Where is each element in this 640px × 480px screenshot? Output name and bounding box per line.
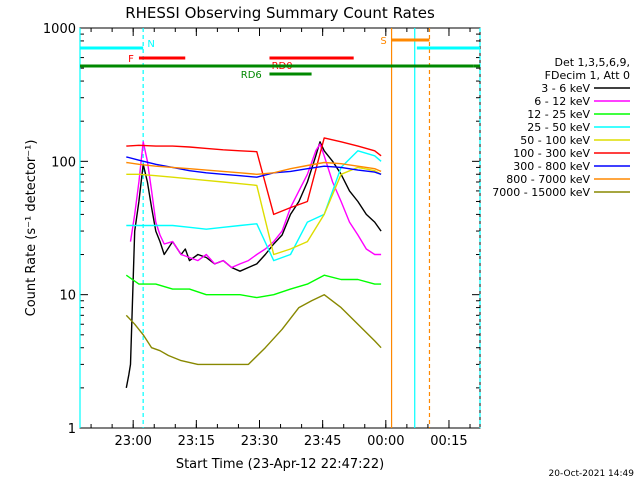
legend-label: 800 - 7000 keV <box>506 173 590 186</box>
y-tick-label: 1000 <box>43 22 76 37</box>
x-tick-label: 23:15 <box>178 434 215 449</box>
legend-label: 100 - 300 keV <box>513 147 590 160</box>
legend-label: 7000 - 15000 keV <box>492 186 590 199</box>
chart-title: RHESSI Observing Summary Count Rates <box>125 4 435 22</box>
y-tick-label: 1 <box>68 422 76 437</box>
series-line-0 <box>125 141 382 389</box>
flag-label: S <box>380 36 386 47</box>
legend-label: 3 - 6 keV <box>541 82 590 95</box>
series-line-3 <box>126 150 382 262</box>
series-line-5 <box>126 137 382 216</box>
footer-date: 20-Oct-2021 14:49 <box>549 469 635 479</box>
legend-label: 50 - 100 keV <box>520 134 590 147</box>
x-tick-label: 23:30 <box>241 434 278 449</box>
flag-label: F <box>128 54 134 65</box>
legend-header-line-2: FDecim 1, Att 0 <box>545 69 630 82</box>
y-axis-label: Count Rate (s⁻¹ detector⁻¹) <box>24 140 39 317</box>
x-axis-label: Start Time (23-Apr-12 22:47:22) <box>176 457 384 472</box>
series-line-7 <box>126 161 382 175</box>
flag-label: RD6 <box>241 70 262 81</box>
y-tick-label: 10 <box>59 289 76 304</box>
legend-label: 300 - 800 keV <box>513 160 590 173</box>
plot-area: 1 10 100 1000 23:00 23:15 23:30 23:45 00:00 00:15… <box>43 22 481 449</box>
series-line-2 <box>125 274 382 299</box>
legend-header-line-1: Det 1,3,5,6,9, <box>554 56 630 69</box>
y-tick-label: 100 <box>51 155 76 170</box>
legend-label: 6 - 12 keV <box>534 95 590 108</box>
x-tick-label: 00:15 <box>430 434 467 449</box>
flag-label: N <box>147 39 154 50</box>
series-line-4 <box>126 166 382 256</box>
x-tick-label: 23:45 <box>304 434 341 449</box>
x-tick-label: 23:00 <box>114 434 151 449</box>
legend-label: 12 - 25 keV <box>527 108 590 121</box>
legend-label: 25 - 50 keV <box>527 121 590 134</box>
series-line-8 <box>125 294 382 366</box>
x-tick-label: 00:00 <box>367 434 404 449</box>
plot-frame <box>79 27 481 429</box>
